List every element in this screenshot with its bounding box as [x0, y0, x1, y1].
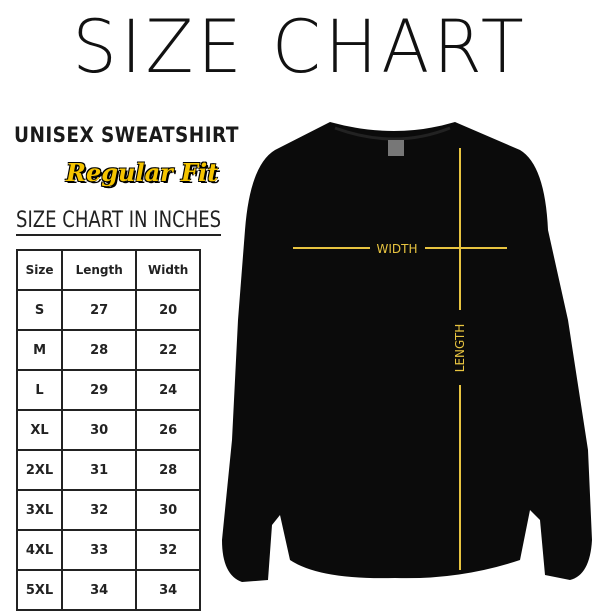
table-cell: S: [15, 289, 64, 331]
column-header: Width: [135, 249, 201, 291]
table-cell: XL: [15, 409, 64, 451]
table-cell: 2XL: [15, 449, 64, 491]
product-name: UNISEX SWEATSHIRT: [14, 123, 239, 147]
table-cell: 33: [61, 529, 138, 571]
column-header: Size: [15, 249, 64, 291]
column-header: Length: [61, 249, 138, 291]
table-cell: 28: [61, 329, 138, 371]
length-label: LENGTH: [453, 324, 467, 372]
size-table: Size Length Width S 27 20 M 28 22 L 29 24 XL 30 26 2XL 3…: [15, 249, 201, 611]
width-label: WIDTH: [377, 242, 418, 256]
table-cell: 27: [61, 289, 138, 331]
collar-rib: [334, 126, 451, 141]
table-cell: 29: [61, 369, 138, 411]
neck-label: [388, 140, 404, 156]
table-caption: SIZE CHART IN INCHES: [16, 208, 222, 236]
table-cell: 24: [135, 369, 201, 411]
title: SIZE CHART: [72, 3, 528, 91]
table-cell: 32: [135, 529, 201, 571]
table-cell: 32: [61, 489, 138, 531]
table-cell: L: [15, 369, 64, 411]
table-cell: 34: [61, 569, 138, 611]
table-cell: 34: [135, 569, 201, 611]
table-cell: 30: [61, 409, 138, 451]
fit-label: Regular Fit: [66, 158, 219, 187]
table-cell: 30: [135, 489, 201, 531]
table-cell: 5XL: [15, 569, 64, 611]
table-row: XL 30 26: [15, 409, 201, 451]
table-cell: 28: [135, 449, 201, 491]
table-row: S 27 20: [15, 289, 201, 331]
table-cell: 20: [135, 289, 201, 331]
table-cell: 3XL: [15, 489, 64, 531]
table-row: L 29 24: [15, 369, 201, 411]
table-row: M 28 22: [15, 329, 201, 371]
table-cell: 26: [135, 409, 201, 451]
table-cell: 22: [135, 329, 201, 371]
table-cell: 4XL: [15, 529, 64, 571]
table-row: 4XL 33 32: [15, 529, 201, 571]
table-row: 5XL 34 34: [15, 569, 201, 611]
table-row: 2XL 31 28: [15, 449, 201, 491]
table-cell: 31: [61, 449, 138, 491]
sweatshirt: [222, 122, 592, 582]
table-cell: M: [15, 329, 64, 371]
table-row: 3XL 32 30: [15, 489, 201, 531]
header-row: Size Length Width: [15, 249, 201, 291]
